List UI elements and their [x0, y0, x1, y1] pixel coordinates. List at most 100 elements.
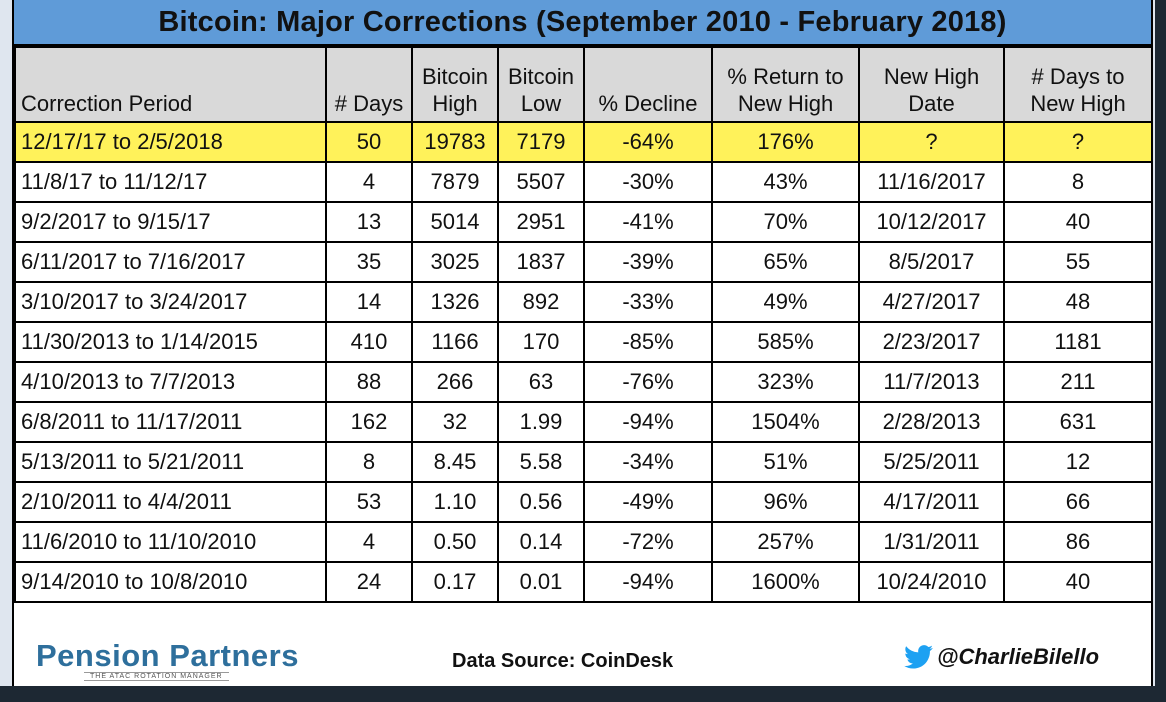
header-days: # Days	[326, 47, 412, 122]
cell-days-to-new-high: 66	[1004, 482, 1152, 522]
cell-new-high-date: ?	[859, 122, 1004, 162]
table-row: 6/8/2011 to 11/17/2011 162 32 1.99 -94% 1504%…	[15, 402, 1152, 442]
cell-bitcoin-high: 1166	[412, 322, 498, 362]
table-row: 2/10/2011 to 4/4/2011 53 1.10 0.56 -49% 96% 4/…	[15, 482, 1152, 522]
cell-bitcoin-high: 32	[412, 402, 498, 442]
cell-bitcoin-high: 3025	[412, 242, 498, 282]
cell-days: 24	[326, 562, 412, 602]
cell-new-high-date: 8/5/2017	[859, 242, 1004, 282]
cell-new-high-date: 10/24/2010	[859, 562, 1004, 602]
header-line: Low	[502, 90, 580, 117]
cell-correction-period: 2/10/2011 to 4/4/2011	[15, 482, 326, 522]
twitter-handle-text: @CharlieBilello	[937, 644, 1099, 670]
cell-days: 35	[326, 242, 412, 282]
cell-bitcoin-low: 0.56	[498, 482, 584, 522]
table-row: 11/6/2010 to 11/10/2010 4 0.50 0.14 -72% 257%…	[15, 522, 1152, 562]
cell-decline: -41%	[584, 202, 712, 242]
header-line: % Return to	[716, 63, 855, 90]
header-line: High	[416, 90, 494, 117]
cell-bitcoin-high: 0.17	[412, 562, 498, 602]
table-body: 12/17/17 to 2/5/2018 50 19783 7179 -64% 176%?…	[15, 122, 1152, 602]
cell-correction-period: 4/10/2013 to 7/7/2013	[15, 362, 326, 402]
cell-decline: -49%	[584, 482, 712, 522]
pension-partners-logo: Pension Partners	[36, 638, 299, 674]
cell-return-to-new-high: 70%	[712, 202, 859, 242]
cell-new-high-date: 5/25/2011	[859, 442, 1004, 482]
cell-bitcoin-low: 0.14	[498, 522, 584, 562]
table-row: 4/10/2013 to 7/7/2013 88 266 63 -76% 323% 11/7…	[15, 362, 1152, 402]
cell-return-to-new-high: 43%	[712, 162, 859, 202]
cell-correction-period: 3/10/2017 to 3/24/2017	[15, 282, 326, 322]
cell-return-to-new-high: 51%	[712, 442, 859, 482]
cell-bitcoin-low: 1.99	[498, 402, 584, 442]
header-line: New High	[863, 63, 1000, 90]
cell-bitcoin-high: 7879	[412, 162, 498, 202]
table-row: 12/17/17 to 2/5/2018 50 19783 7179 -64% 176%?…	[15, 122, 1152, 162]
header-days-to-new-high: # Days to New High	[1004, 47, 1152, 122]
cell-correction-period: 11/30/2013 to 1/14/2015	[15, 322, 326, 362]
cell-days: 53	[326, 482, 412, 522]
cell-days: 4	[326, 162, 412, 202]
cell-return-to-new-high: 176%	[712, 122, 859, 162]
footer: Pension Partners THE ATAC ROTATION MANAG…	[14, 624, 1151, 686]
cell-decline: -64%	[584, 122, 712, 162]
header-line: Date	[863, 90, 1000, 117]
table-row: 3/10/2017 to 3/24/2017 14 1326 892 -33% 49% 4/…	[15, 282, 1152, 322]
cell-return-to-new-high: 585%	[712, 322, 859, 362]
cell-decline: -76%	[584, 362, 712, 402]
cell-decline: -94%	[584, 402, 712, 442]
cell-days: 50	[326, 122, 412, 162]
cell-bitcoin-low: 2951	[498, 202, 584, 242]
cell-bitcoin-high: 266	[412, 362, 498, 402]
cell-days-to-new-high: 211	[1004, 362, 1152, 402]
cell-new-high-date: 10/12/2017	[859, 202, 1004, 242]
cell-days-to-new-high: 40	[1004, 202, 1152, 242]
cell-days-to-new-high: 40	[1004, 562, 1152, 602]
table-row: 11/30/2013 to 1/14/2015 410 1166 170 -85% 585…	[15, 322, 1152, 362]
cell-correction-period: 11/8/17 to 11/12/17	[15, 162, 326, 202]
cell-new-high-date: 11/7/2013	[859, 362, 1004, 402]
corrections-table: Correction Period # Days Bitcoin High Bitcoi…	[14, 46, 1153, 603]
header-bitcoin-low: Bitcoin Low	[498, 47, 584, 122]
table-row: 9/2/2017 to 9/15/17 13 5014 2951 -41% 70% 10/1…	[15, 202, 1152, 242]
chart-title: Bitcoin: Major Corrections (September 20…	[14, 0, 1151, 46]
cell-bitcoin-low: 63	[498, 362, 584, 402]
table-row: 6/11/2017 to 7/16/2017 35 3025 1837 -39% 65% 8…	[15, 242, 1152, 282]
header-line: % Decline	[588, 90, 708, 117]
cell-decline: -94%	[584, 562, 712, 602]
cell-bitcoin-high: 1.10	[412, 482, 498, 522]
cell-bitcoin-low: 7179	[498, 122, 584, 162]
cell-return-to-new-high: 49%	[712, 282, 859, 322]
header-line: Correction Period	[21, 90, 322, 117]
cell-days-to-new-high: 48	[1004, 282, 1152, 322]
header-new-high-date: New High Date	[859, 47, 1004, 122]
cell-bitcoin-high: 0.50	[412, 522, 498, 562]
cell-bitcoin-high: 8.45	[412, 442, 498, 482]
cell-decline: -39%	[584, 242, 712, 282]
cell-days: 14	[326, 282, 412, 322]
header-line: New High	[1008, 90, 1148, 117]
cell-days: 162	[326, 402, 412, 442]
cell-bitcoin-low: 5.58	[498, 442, 584, 482]
cell-decline: -33%	[584, 282, 712, 322]
logo-tagline: THE ATAC ROTATION MANAGER	[84, 672, 229, 681]
cell-new-high-date: 2/23/2017	[859, 322, 1004, 362]
cell-bitcoin-low: 170	[498, 322, 584, 362]
cell-return-to-new-high: 65%	[712, 242, 859, 282]
cell-days: 410	[326, 322, 412, 362]
cell-days-to-new-high: 55	[1004, 242, 1152, 282]
cell-correction-period: 9/14/2010 to 10/8/2010	[15, 562, 326, 602]
cell-bitcoin-low: 1837	[498, 242, 584, 282]
header-line: New High	[716, 90, 855, 117]
cell-days-to-new-high: 8	[1004, 162, 1152, 202]
cell-days-to-new-high: 1181	[1004, 322, 1152, 362]
cell-days-to-new-high: ?	[1004, 122, 1152, 162]
cell-correction-period: 11/6/2010 to 11/10/2010	[15, 522, 326, 562]
twitter-handle: @CharlieBilello	[904, 644, 1099, 670]
data-source: Data Source: CoinDesk	[452, 650, 673, 673]
cell-days: 4	[326, 522, 412, 562]
header-line: Bitcoin	[502, 63, 580, 90]
cell-correction-period: 5/13/2011 to 5/21/2011	[15, 442, 326, 482]
table-row: 11/8/17 to 11/12/17 4 7879 5507 -30% 43% 11/16…	[15, 162, 1152, 202]
cell-return-to-new-high: 1504%	[712, 402, 859, 442]
